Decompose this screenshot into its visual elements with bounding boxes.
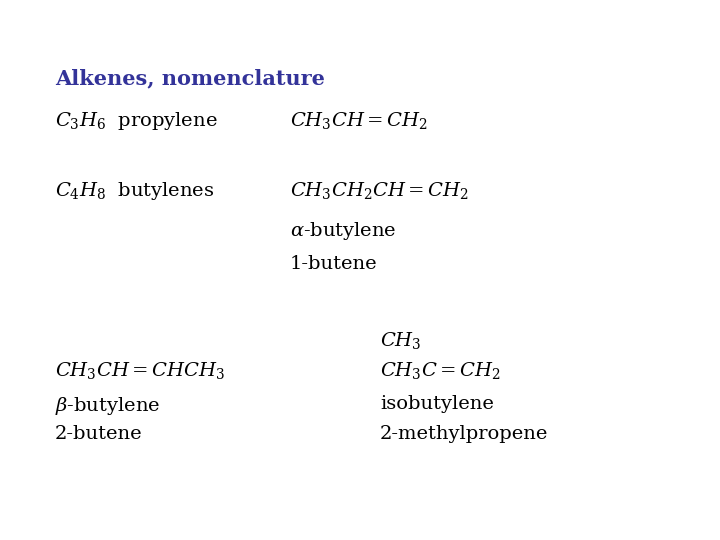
Text: $CH_3$: $CH_3$ xyxy=(380,330,421,351)
Text: 2-methylpropene: 2-methylpropene xyxy=(380,425,549,443)
Text: $\alpha$-butylene: $\alpha$-butylene xyxy=(290,220,397,242)
Text: $CH_3CH_2CH{=}CH_2$: $CH_3CH_2CH{=}CH_2$ xyxy=(290,180,469,201)
Text: $CH_3C{=}CH_2$: $CH_3C{=}CH_2$ xyxy=(380,360,501,381)
Text: 2-butene: 2-butene xyxy=(55,425,143,443)
Text: $\beta$-butylene: $\beta$-butylene xyxy=(55,395,161,417)
Text: $C_3H_6$  propylene: $C_3H_6$ propylene xyxy=(55,110,217,132)
Text: Alkenes, nomenclature: Alkenes, nomenclature xyxy=(55,68,325,88)
Text: $CH_3CH{=}CH_2$: $CH_3CH{=}CH_2$ xyxy=(290,110,428,131)
Text: $CH_3CH{=}CHCH_3$: $CH_3CH{=}CHCH_3$ xyxy=(55,360,225,381)
Text: 1-butene: 1-butene xyxy=(290,255,377,273)
Text: isobutylene: isobutylene xyxy=(380,395,494,413)
Text: $C_4H_8$  butylenes: $C_4H_8$ butylenes xyxy=(55,180,215,202)
